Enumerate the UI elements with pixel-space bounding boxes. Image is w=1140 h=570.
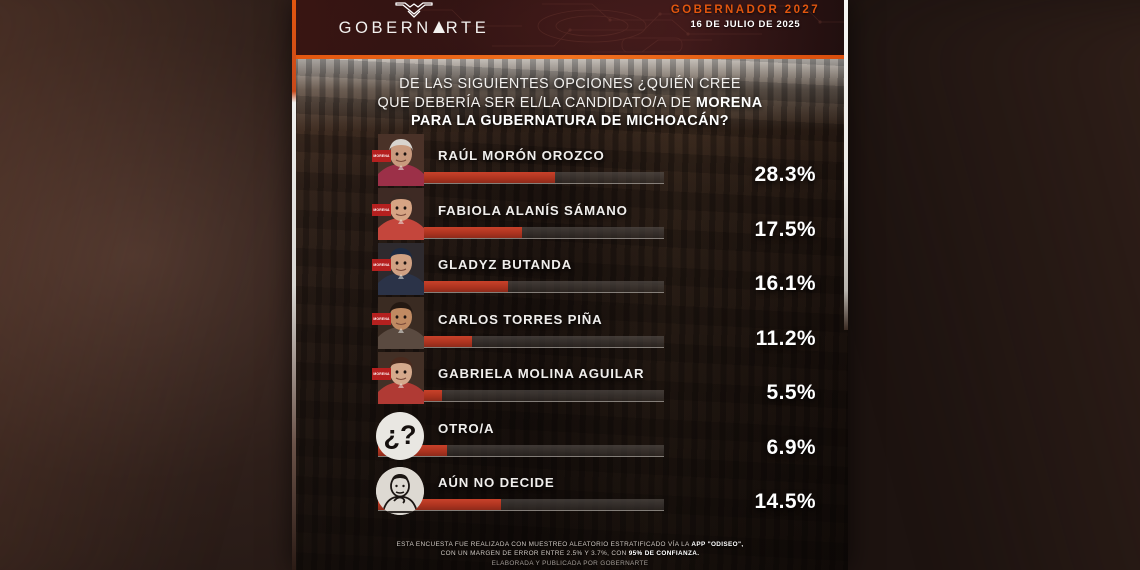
- header-circuit-pattern: [412, 3, 848, 53]
- percentage-label: 28.3%: [754, 163, 816, 186]
- results-list: MORENA RAÚL MORÓN OROZCO 28.3% MORENA FABIOL…: [292, 133, 848, 521]
- brand-logo[interactable]: GOBERN RTE: [314, 2, 514, 38]
- percentage-label: 17.5%: [754, 217, 816, 241]
- bar-fill: [378, 172, 556, 183]
- party-badge: MORENA: [372, 204, 391, 216]
- footnote-confidence: 95% DE CONFIANZA.: [628, 550, 700, 557]
- footnote: ESTA ENCUESTA FUE REALIZADA CON MUESTREO…: [292, 540, 848, 570]
- party-badge: MORENA: [372, 258, 391, 271]
- result-row: ¿? OTRO/A 6.9%: [292, 412, 848, 467]
- percentage-label: 14.5%: [754, 490, 816, 513]
- question-line-2: QUE DEBERÍA SER EL/LA CANDIDATO/A DE MOR…: [292, 94, 848, 113]
- header-title: GOBERNADOR 2027: [670, 4, 820, 16]
- candidate-photo: [378, 242, 424, 295]
- candidate-name: GLADYZ BUTANDA: [438, 257, 572, 272]
- question-line-1: DE LAS SIGUIENTES OPCIONES ¿QUIÉN CREE: [399, 76, 741, 92]
- result-row: MORENA GABRIELA MOLINA AGUILAR 5.5%: [292, 351, 848, 412]
- percentage-label: 5.5%: [766, 381, 816, 404]
- candidate-name: CARLOS TORRES PIÑA: [438, 311, 603, 327]
- bar-fill: [378, 226, 523, 238]
- percentage-label: 6.9%: [766, 435, 816, 459]
- candidate-name: GABRIELA MOLINA AGUILAR: [438, 366, 645, 381]
- question-line-2-text: QUE DEBERÍA SER EL/LA CANDIDATO/A DE: [377, 94, 696, 111]
- bar-track: [378, 499, 664, 511]
- bar-track: [378, 281, 664, 293]
- result-row: AÚN NO DECIDE 14.5%: [292, 466, 848, 521]
- candidate-name: FABIOLA ALANÍS SÁMANO: [438, 202, 628, 218]
- panel-left-edge: [292, 0, 296, 570]
- bar-track: [378, 226, 664, 239]
- percentage-label: 16.1%: [754, 272, 816, 295]
- footnote-line-1: ESTA ENCUESTA FUE REALIZADA CON MUESTREO…: [292, 540, 848, 550]
- logo-text-post: RTE: [445, 19, 490, 37]
- party-badge: MORENA: [372, 313, 391, 325]
- backdrop-glow-right: [800, 0, 1140, 570]
- undecided-person-icon: [376, 466, 424, 515]
- footnote-line-3: ELABORADA Y PUBLICADA POR GOBERNARTE: [491, 559, 649, 567]
- eagle-heart-icon: [314, 2, 514, 19]
- header-divider: [292, 55, 848, 59]
- chart-body: DE LAS SIGUIENTES OPCIONES ¿QUIÉN CREE Q…: [292, 59, 848, 570]
- percentage-label: 11.2%: [755, 326, 816, 350]
- logo-text-pre: GOBERN: [338, 19, 432, 37]
- bar-fill: [378, 281, 509, 292]
- candidate-name: OTRO/A: [438, 420, 495, 436]
- candidate-photo: [378, 351, 424, 404]
- question-party-name: MORENA: [695, 94, 763, 111]
- bar-track: [378, 335, 664, 348]
- footnote-line-1-text: ESTA ENCUESTA FUE REALIZADA CON MUESTREO…: [396, 540, 692, 548]
- bar-track: [378, 172, 664, 184]
- party-badge: MORENA: [372, 367, 391, 380]
- result-row: MORENA CARLOS TORRES PIÑA 11.2%: [292, 297, 848, 358]
- candidate-photo: [378, 133, 424, 186]
- brand-wordmark: GOBERN RTE: [314, 18, 514, 38]
- header-band: GOBERN RTE GOBERNADOR 2027 16 DE JULIO DE…: [292, 0, 848, 57]
- poll-question: DE LAS SIGUIENTES OPCIONES ¿QUIÉN CREE Q…: [292, 75, 848, 131]
- header-date: 16 DE JULIO DE 2025: [690, 19, 801, 30]
- question-mark-icon: ¿?: [376, 412, 424, 460]
- logo-triangle-a-icon: [432, 21, 445, 34]
- result-row: MORENA RAÚL MORÓN OROZCO 28.3%: [292, 133, 848, 194]
- candidate-photo: [378, 297, 424, 349]
- panel-right-edge: [844, 0, 848, 330]
- question-line-3-text: PARA LA GUBERNATURA DE MICHOACÁN?: [410, 113, 730, 129]
- footnote-line-2: CON UN MARGEN DE ERROR ENTRE 2.5% Y 3.7%…: [292, 549, 848, 559]
- candidate-name: AÚN NO DECIDE: [438, 475, 555, 490]
- footnote-line-2-text: CON UN MARGEN DE ERROR ENTRE 2.5% Y 3.7%…: [440, 550, 629, 557]
- result-row: MORENA FABIOLA ALANÍS SÁMANO 17.5%: [292, 188, 848, 249]
- candidate-name: RAÚL MORÓN OROZCO: [438, 148, 605, 163]
- header-meta: GOBERNADOR 2027 16 DE JULIO DE 2025: [671, 4, 820, 30]
- bar-fill: [378, 499, 501, 510]
- bar-fill: [378, 335, 473, 347]
- question-line-3: PARA LA GUBERNATURA DE MICHOACÁN?: [292, 112, 848, 131]
- result-row: MORENA GLADYZ BUTANDA 16.1%: [292, 242, 848, 303]
- party-badge: MORENA: [372, 149, 391, 162]
- footnote-app-name: APP "ODISEO",: [691, 540, 744, 548]
- infographic-panel: GOBERN RTE GOBERNADOR 2027 16 DE JULIO DE…: [292, 0, 848, 570]
